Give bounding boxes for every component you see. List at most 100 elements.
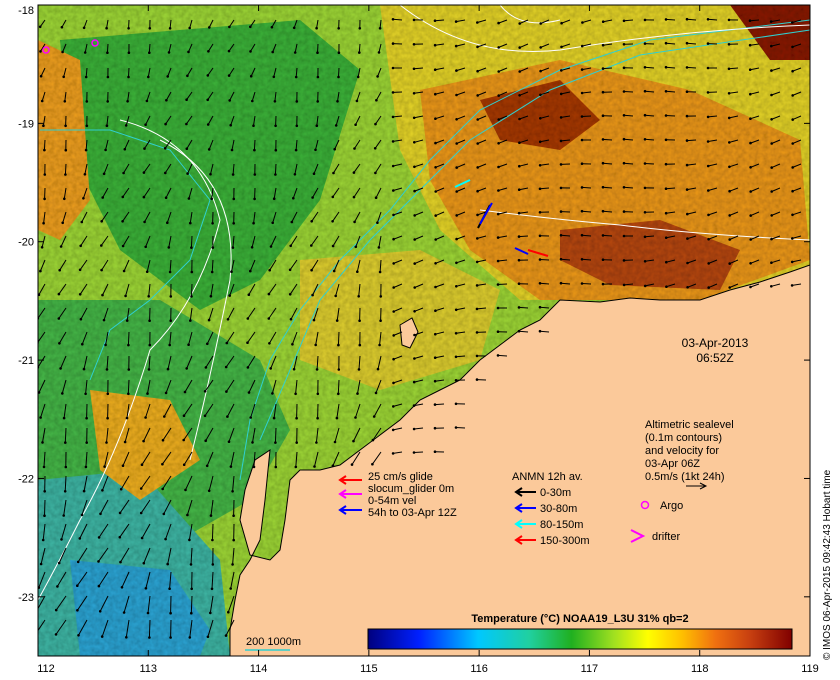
velocity-arrow-head [187,197,191,200]
velocity-arrow-head [102,172,106,176]
velocity-arrow-head [622,259,626,262]
velocity-arrow [204,379,214,392]
velocity-arrow-head [144,123,147,126]
velocity-arrow-head [39,269,42,273]
velocity-arrow [435,67,445,71]
velocity-arrow-head [354,123,357,126]
velocity-arrow-head [497,118,501,121]
velocity-arrow [40,547,46,565]
velocity-arrow-head [64,124,67,128]
velocity-arrow-head [685,139,689,142]
velocity-arrow [374,163,382,174]
velocity-arrow-head [791,142,794,145]
velocity-arrow-head [539,93,542,97]
velocity-arrow-head [601,20,605,24]
velocity-arrow [518,235,529,238]
velocity-arrow [313,163,319,174]
velocity-arrow-head [352,171,356,174]
velocity-arrow-head [85,416,88,420]
velocity-arrow [477,91,487,96]
velocity-arrow-head [358,343,362,347]
velocity-arrow [376,211,382,223]
velocity-arrow-head [61,221,64,225]
velocity-arrow-head [294,75,298,79]
velocity-arrow [64,475,67,492]
velocity-arrow [435,211,445,217]
anmn-label-1: 0-30m [540,487,571,499]
velocity-arrow [414,307,424,312]
velocity-arrow [750,43,760,46]
colorbar-tick-label: 27 [513,661,525,673]
velocity-arrow [167,547,172,565]
velocity-arrow [188,187,193,199]
velocity-arrow-head [227,610,230,614]
velocity-arrow [120,475,130,490]
velocity-arrow [792,163,802,168]
velocity-arrow [561,43,571,48]
velocity-arrow [477,235,487,239]
velocity-arrow [141,451,151,465]
velocity-arrow [456,259,466,264]
velocity-arrow-head [118,511,122,515]
velocity-arrow-head [335,319,339,322]
velocity-arrow [38,619,46,632]
velocity-arrow [38,595,46,610]
velocity-arrow [55,595,67,611]
velocity-arrow [311,259,319,271]
velocity-arrow-head [188,636,192,639]
velocity-arrow-head [247,391,251,394]
velocity-arrow [85,379,88,394]
velocity-arrow [122,187,130,198]
velocity-arrow-head [379,319,382,323]
velocity-arrow-head [185,367,188,370]
velocity-arrow [519,211,529,214]
velocity-arrow [85,139,88,151]
velocity-arrow-head [378,27,382,30]
velocity-arrow-head [643,89,647,93]
velocity-arrow [771,235,781,240]
velocity-arrow [477,67,487,72]
velocity-arrow-head [560,21,563,25]
velocity-arrow-head [168,27,172,30]
velocity-arrow-head [54,608,58,612]
argo-marker [42,46,50,54]
velocity-arrow-head [791,69,794,73]
velocity-arrow-head [121,244,125,248]
velocity-arrow-head [706,42,710,45]
velocity-arrow [414,379,424,383]
velocity-arrow-head [377,51,381,54]
velocity-arrow [210,163,214,175]
velocity-arrow [540,19,550,24]
velocity-arrow [603,19,613,23]
velocity-arrow [477,19,487,23]
velocity-arrow-head [706,66,710,70]
velocity-arrow [414,211,424,216]
velocity-arrow [79,259,88,271]
velocity-arrow-head [358,27,362,30]
velocity-arrow [355,115,361,125]
sst-orange-west [38,40,90,240]
velocity-arrow [498,19,508,24]
velocity-arrow [101,211,109,222]
velocity-arrow-head [622,66,626,70]
velocity-arrow [540,115,550,119]
velocity-arrow [252,427,256,443]
velocity-arrow [165,379,172,394]
velocity-arrow-head [249,74,253,78]
velocity-arrow [434,403,445,406]
velocity-arrow [126,403,130,419]
velocity-arrow-head [643,284,647,288]
velocity-arrow [253,211,256,224]
velocity-arrow [58,547,67,564]
velocity-arrow-head [161,438,165,442]
velocity-arrow [729,139,739,143]
velocity-arrow [539,306,550,309]
velocity-arrow-head [664,211,668,215]
velocity-arrow-head [580,91,584,95]
velocity-arrow-head [517,188,521,191]
velocity-arrow-head [664,65,668,69]
velocity-arrow-head [267,292,271,296]
velocity-arrow-head [162,512,166,516]
velocity-arrow [295,379,298,394]
velocity-arrow-head [127,51,131,54]
